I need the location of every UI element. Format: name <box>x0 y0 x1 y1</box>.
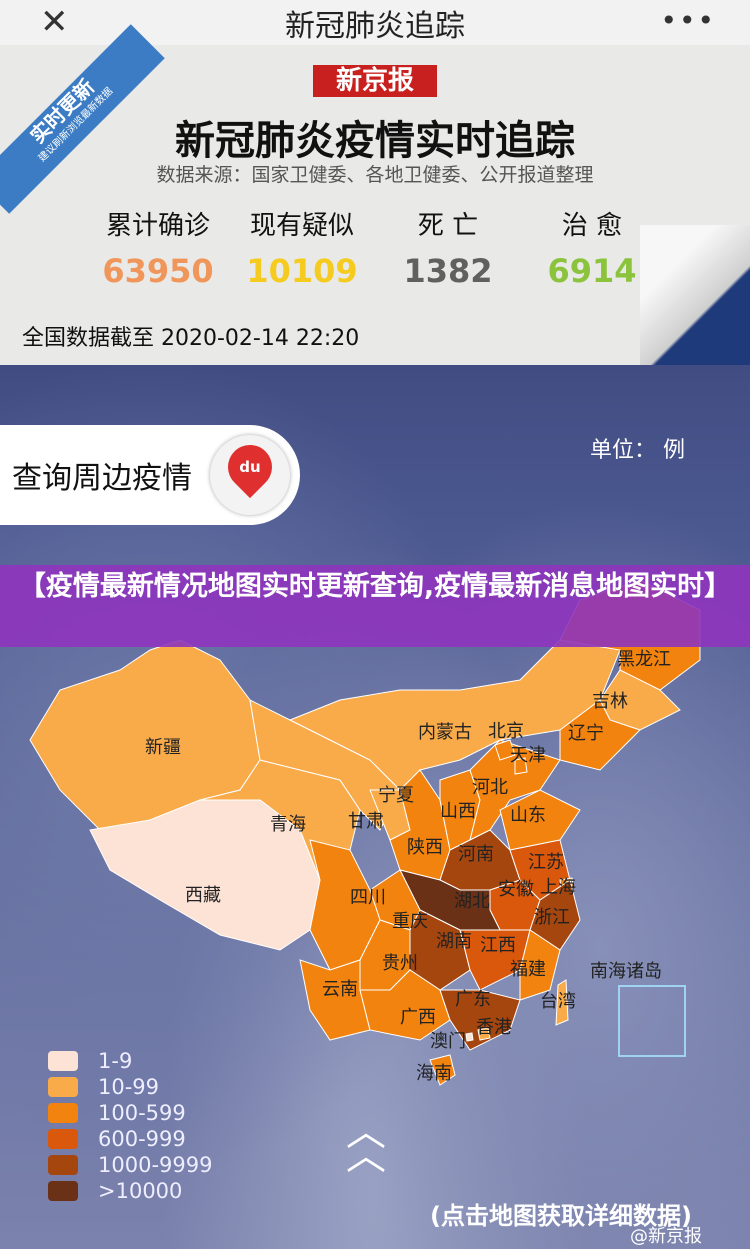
legend-item: >10000 <box>48 1178 212 1204</box>
legend-label: 1000-9999 <box>98 1153 213 1177</box>
province-11[interactable] <box>469 739 561 841</box>
province-label: 西藏 <box>185 885 221 906</box>
province-30[interactable] <box>429 1054 456 1086</box>
legend-swatch <box>48 1051 78 1071</box>
province-27[interactable] <box>299 959 371 1041</box>
legend-item: 600-999 <box>48 1126 212 1152</box>
province-label: 海南 <box>416 1063 452 1084</box>
province-label: 山东 <box>510 805 546 826</box>
province-label: 湖北 <box>454 891 490 912</box>
stat-label: 治 愈 <box>561 211 623 241</box>
article-title-banner: 【疫情最新情况地图实时更新查询,疫情最新消息地图实时】 <box>0 565 750 647</box>
province-label: 江西 <box>480 935 516 956</box>
stat-label: 现有疑似 <box>249 211 354 241</box>
xinjingbao-logo: 新京报 <box>313 65 437 97</box>
nanhai-label: 南海诸岛 <box>590 961 662 982</box>
province-label: 台湾 <box>540 991 576 1012</box>
page-curl-decoration <box>640 225 750 365</box>
page-title: 新冠肺炎追踪 <box>285 8 465 44</box>
double-chevron-up-icon[interactable]: ︿ ︿ <box>346 1109 386 1179</box>
stat-confirmed: 累计确诊 63950 <box>88 205 228 290</box>
query-nearby-label: 查询周边疫情 <box>12 461 192 496</box>
legend: 1-9 10-99 100-599 600-999 1000-9999 >10000 <box>48 1048 212 1204</box>
province-label: 山西 <box>440 801 476 822</box>
province-label: 四川 <box>350 887 386 908</box>
legend-swatch <box>48 1155 78 1175</box>
legend-label: 600-999 <box>98 1127 186 1151</box>
stat-label: 累计确诊 <box>105 211 210 241</box>
province-label: 广西 <box>400 1007 436 1028</box>
legend-swatch <box>48 1129 78 1149</box>
stat-value: 1382 <box>403 252 493 290</box>
stat-value: 63950 <box>102 252 214 290</box>
south-china-sea-inset <box>618 985 686 1057</box>
stat-suspected: 现有疑似 10109 <box>232 205 372 290</box>
legend-swatch <box>48 1077 78 1097</box>
province-28[interactable] <box>359 969 451 1041</box>
province-32[interactable] <box>477 1027 491 1041</box>
province-label: 江苏 <box>528 852 564 873</box>
stat-deaths: 死 亡 1382 <box>378 205 518 290</box>
legend-item: 1000-9999 <box>48 1152 212 1178</box>
province-label: 陕西 <box>407 837 443 858</box>
province-label: 天津 <box>510 745 546 766</box>
province-label: 安徽 <box>498 879 534 900</box>
province-12[interactable] <box>494 739 516 761</box>
province-25[interactable] <box>519 929 561 1001</box>
headline: 新冠肺炎疫情实时追踪 <box>175 118 575 164</box>
province-label: 重庆 <box>392 911 428 932</box>
province-label: 新疆 <box>145 737 181 758</box>
legend-swatch <box>48 1181 78 1201</box>
province-label: 香港 <box>476 1017 512 1038</box>
legend-item: 100-599 <box>48 1100 212 1126</box>
province-label: 宁夏 <box>378 785 414 806</box>
legend-label: >10000 <box>98 1179 183 1203</box>
stat-value: 10109 <box>246 252 358 290</box>
province-label: 湖南 <box>436 931 472 952</box>
province-label: 黑龙江 <box>617 649 671 670</box>
province-label: 河北 <box>472 777 508 798</box>
province-label: 广东 <box>455 989 491 1010</box>
stats-card <box>0 45 750 365</box>
province-label: 浙江 <box>534 907 570 928</box>
province-33[interactable] <box>465 1032 474 1042</box>
legend-item: 1-9 <box>48 1048 212 1074</box>
more-icon[interactable]: ••• <box>660 4 716 37</box>
query-nearby-button[interactable]: 查询周边疫情 du <box>0 425 300 525</box>
province-label: 甘肃 <box>348 811 384 832</box>
province-label: 云南 <box>322 979 358 1000</box>
province-label: 福建 <box>510 959 546 980</box>
stat-value: 6914 <box>547 252 637 290</box>
stat-label: 死 亡 <box>417 211 479 241</box>
province-label: 河南 <box>458 844 494 865</box>
province-label: 贵州 <box>382 953 418 974</box>
province-label: 上海 <box>540 877 576 898</box>
data-source: 数据来源：国家卫健委、各地卫健委、公开报道整理 <box>156 164 594 186</box>
stat-recovered: 治 愈 6914 <box>522 205 662 290</box>
data-timestamp: 全国数据截至 2020-02-14 22:20 <box>22 326 360 351</box>
unit-label: 单位： 例 <box>590 438 685 463</box>
province-label: 北京 <box>488 721 524 742</box>
close-icon[interactable]: ✕ <box>40 2 69 42</box>
legend-label: 100-599 <box>98 1101 186 1125</box>
province-label: 吉林 <box>592 691 628 712</box>
legend-label: 10-99 <box>98 1075 160 1099</box>
weibo-watermark: @新京报 <box>630 1226 702 1247</box>
province-13[interactable] <box>514 757 528 775</box>
province-label: 澳门 <box>430 1031 466 1052</box>
legend-swatch <box>48 1103 78 1123</box>
top-bar: ✕ 新冠肺炎追踪 ••• <box>0 0 750 45</box>
legend-item: 10-99 <box>48 1074 212 1100</box>
province-label: 青海 <box>270 814 306 835</box>
province-label: 内蒙古 <box>418 722 472 743</box>
province-label: 辽宁 <box>568 723 604 744</box>
province-31[interactable] <box>555 979 569 1026</box>
baidu-map-pin-icon: du <box>210 435 290 515</box>
province-14[interactable] <box>499 789 581 851</box>
province-29[interactable] <box>439 989 521 1051</box>
tap-map-hint[interactable]: (点击地图获取详细数据) <box>430 1202 692 1230</box>
legend-label: 1-9 <box>98 1049 133 1073</box>
